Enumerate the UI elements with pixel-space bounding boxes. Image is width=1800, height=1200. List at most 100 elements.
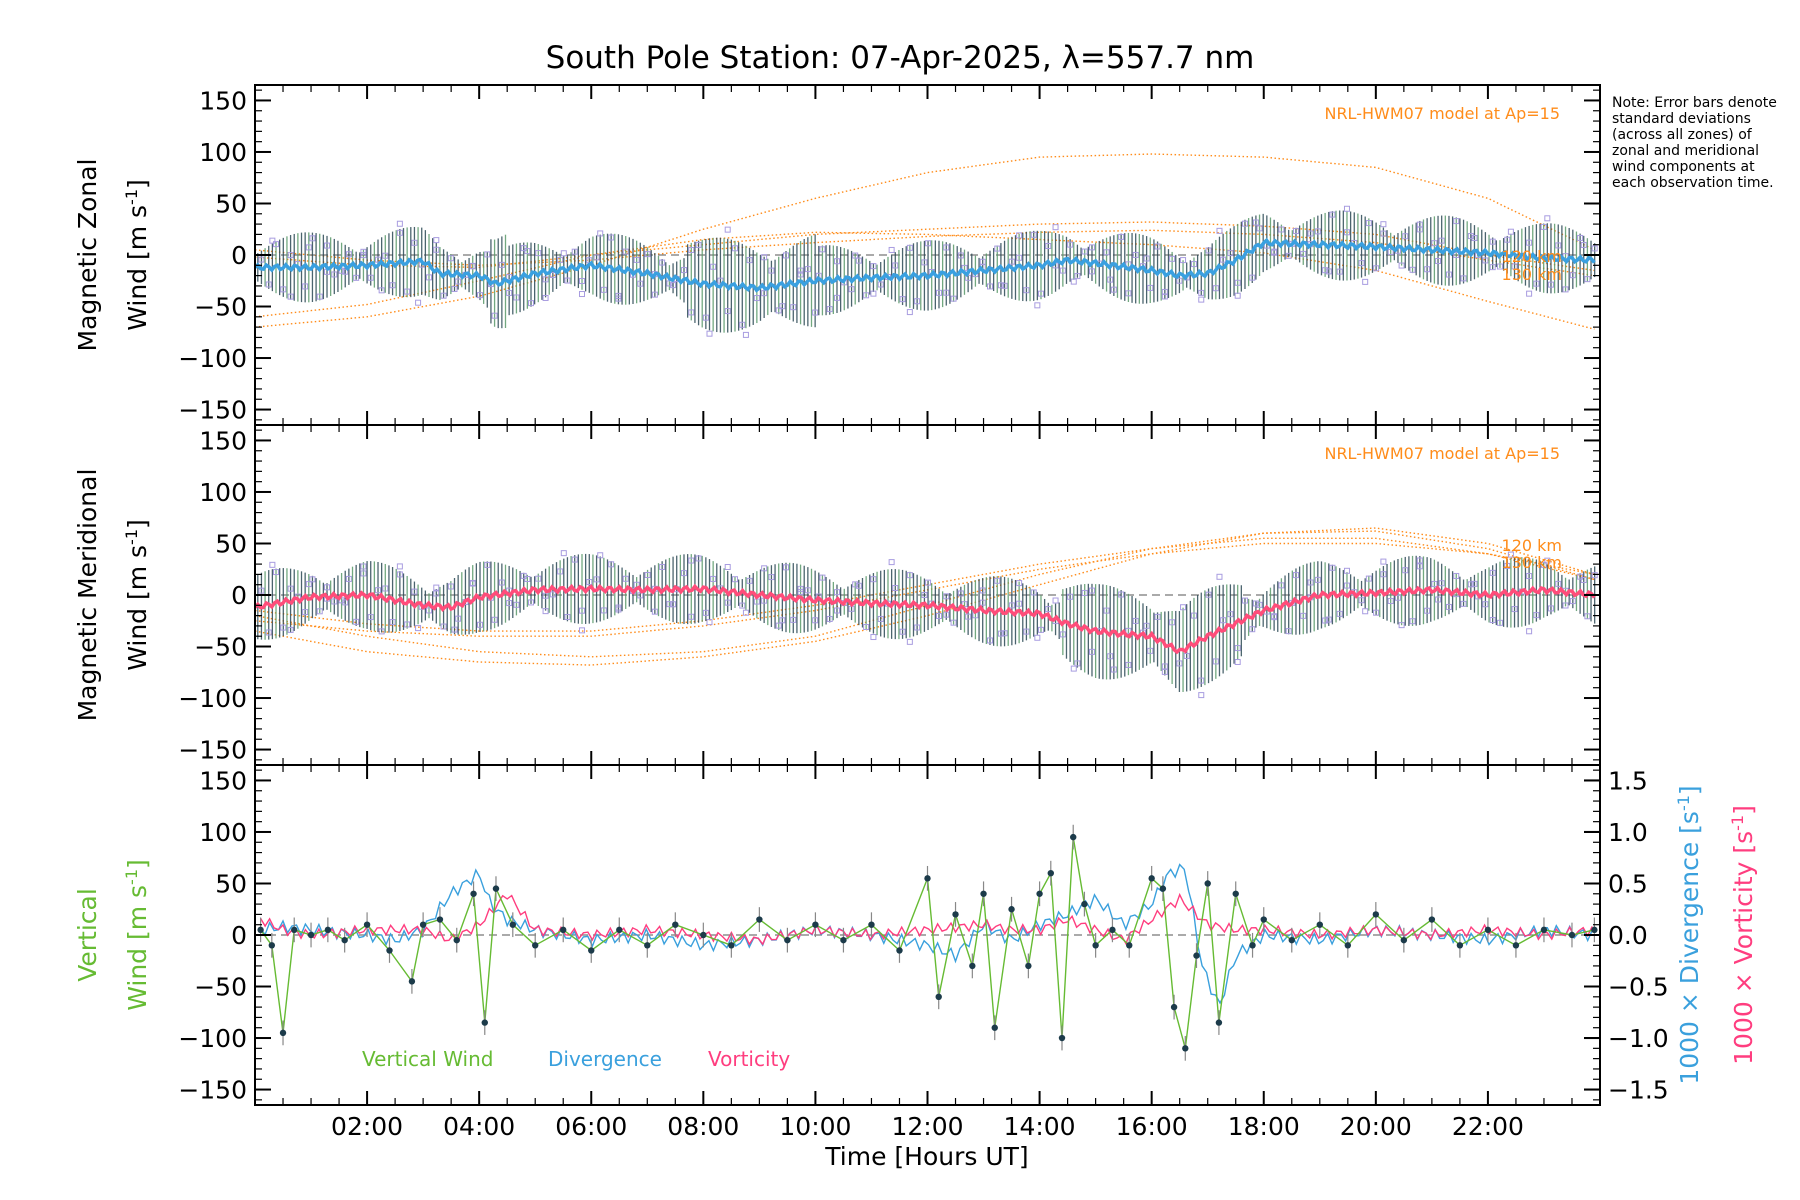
zone-sample [925,579,932,586]
vertical-wind-point [784,936,791,944]
zone-sample [586,579,593,586]
vertical-wind-point [324,926,332,934]
zone-sample [688,557,695,564]
vertical-wind-point [291,926,298,934]
zonal-y-title-line1: Magnetic Zonal [73,159,102,352]
vertical-wind-point [408,978,416,985]
zone-sample [1507,228,1514,235]
zone-sample [1241,597,1248,604]
zone-sample [1183,652,1190,659]
zone-sample [1416,226,1423,233]
zone-sample [258,587,265,594]
zone-sample [1343,229,1350,236]
zone-sample [542,276,549,283]
zone-sample [305,581,312,588]
zone-sample [833,607,840,614]
meridional-y-title-line2: Wind [m s-1] [122,519,153,671]
zone-sample [833,258,840,265]
zone-sample [564,277,571,284]
zone-sample [622,248,629,255]
zone-sample [659,259,666,266]
zone-sample [1216,573,1223,580]
right-tick-label: −1.5 [1608,1076,1669,1105]
zone-sample [1008,602,1015,609]
zone-sample [906,309,913,316]
zone-sample [943,593,950,600]
zone-sample [1467,581,1474,588]
zone-sample [1373,265,1380,272]
zone-sample [790,304,797,311]
zone-sample [1526,572,1533,579]
zone-sample [608,561,615,568]
vertical-wind-point [1428,916,1436,923]
zone-sample [943,244,950,251]
y-tick-label: 150 [199,426,247,455]
zone-sample [979,599,986,606]
vertical-wind-point [1344,942,1352,949]
zone-sample [1008,258,1015,265]
zone-sample [1118,591,1125,598]
zone-sample [426,607,433,614]
zone-sample [706,330,713,337]
zone-sample [1409,266,1416,273]
zone-sample [1489,238,1496,245]
zone-sample [280,624,287,631]
right-tick-label: −1.0 [1608,1024,1669,1053]
vertical-wind-point [1109,926,1116,934]
x-tick-label: 22:00 [1452,1112,1524,1141]
meridional-y-title-line1: Magnetic Meridional [73,469,102,722]
vertical-y-axis: −150 −100 −50 0 50 100 150 [178,765,1601,1105]
zone-sample [1358,260,1365,267]
zone-sample [670,601,677,608]
meridional-y-axis: −150 −100 −50 0 50 100 150 [178,425,1601,765]
zone-sample [957,590,964,597]
zone-sample [1103,607,1110,614]
zone-sample [1322,267,1329,274]
zone-sample [775,622,782,629]
zone-sample [1125,627,1132,634]
model-curve [255,153,1595,328]
zone-sample [1343,582,1350,589]
model-curve [255,537,1595,632]
zone-sample [367,274,374,281]
zone-sample [593,576,600,583]
zone-sample [943,611,950,618]
zone-sample [1562,286,1569,293]
zone-sample [1034,302,1041,309]
meridional-alt-label-120: 120 km [1502,536,1562,555]
zone-sample [852,252,859,259]
vertical-wind-point [419,921,427,928]
zone-sample [1358,597,1365,604]
zone-sample [1416,557,1423,564]
zone-sample [688,309,695,316]
zone-sample [935,612,942,619]
zone-sample [342,268,349,275]
plot-content [255,824,1600,1061]
legend-divergence: Divergence [548,1047,662,1071]
vertical-wind-point [1232,890,1239,897]
zone-sample [1088,268,1095,275]
zone-sample [411,239,418,246]
zone-sample [1070,278,1077,285]
vertical-panel: −150 −100 −50 0 50 100 150 −1.5 −1.0 −0.5 0.0 0.5 1… [73,764,1758,1106]
vertical-wind-point [1456,942,1464,949]
zone-sample [535,250,542,257]
zone-sample [1507,551,1514,558]
zone-sample [819,246,826,253]
zonal-y-title-line2: Wind [m s-1] [122,179,153,331]
zone-sample [979,587,986,594]
zone-sample [1380,230,1387,237]
zone-sample [1176,277,1183,284]
zone-sample [557,256,564,263]
zone-sample [921,259,928,266]
zone-sample [797,585,804,592]
zone-sample [469,579,476,586]
vertical-y-title-line2: Wind [m s-1] [122,859,153,1011]
zone-sample [1569,272,1576,279]
zone-sample [739,321,746,328]
zonal-y-title: Magnetic Zonal Wind [m s-1] [73,159,152,352]
zone-sample [396,220,403,227]
zone-sample [888,246,895,253]
zone-sample [950,619,957,626]
zone-sample [742,609,749,616]
